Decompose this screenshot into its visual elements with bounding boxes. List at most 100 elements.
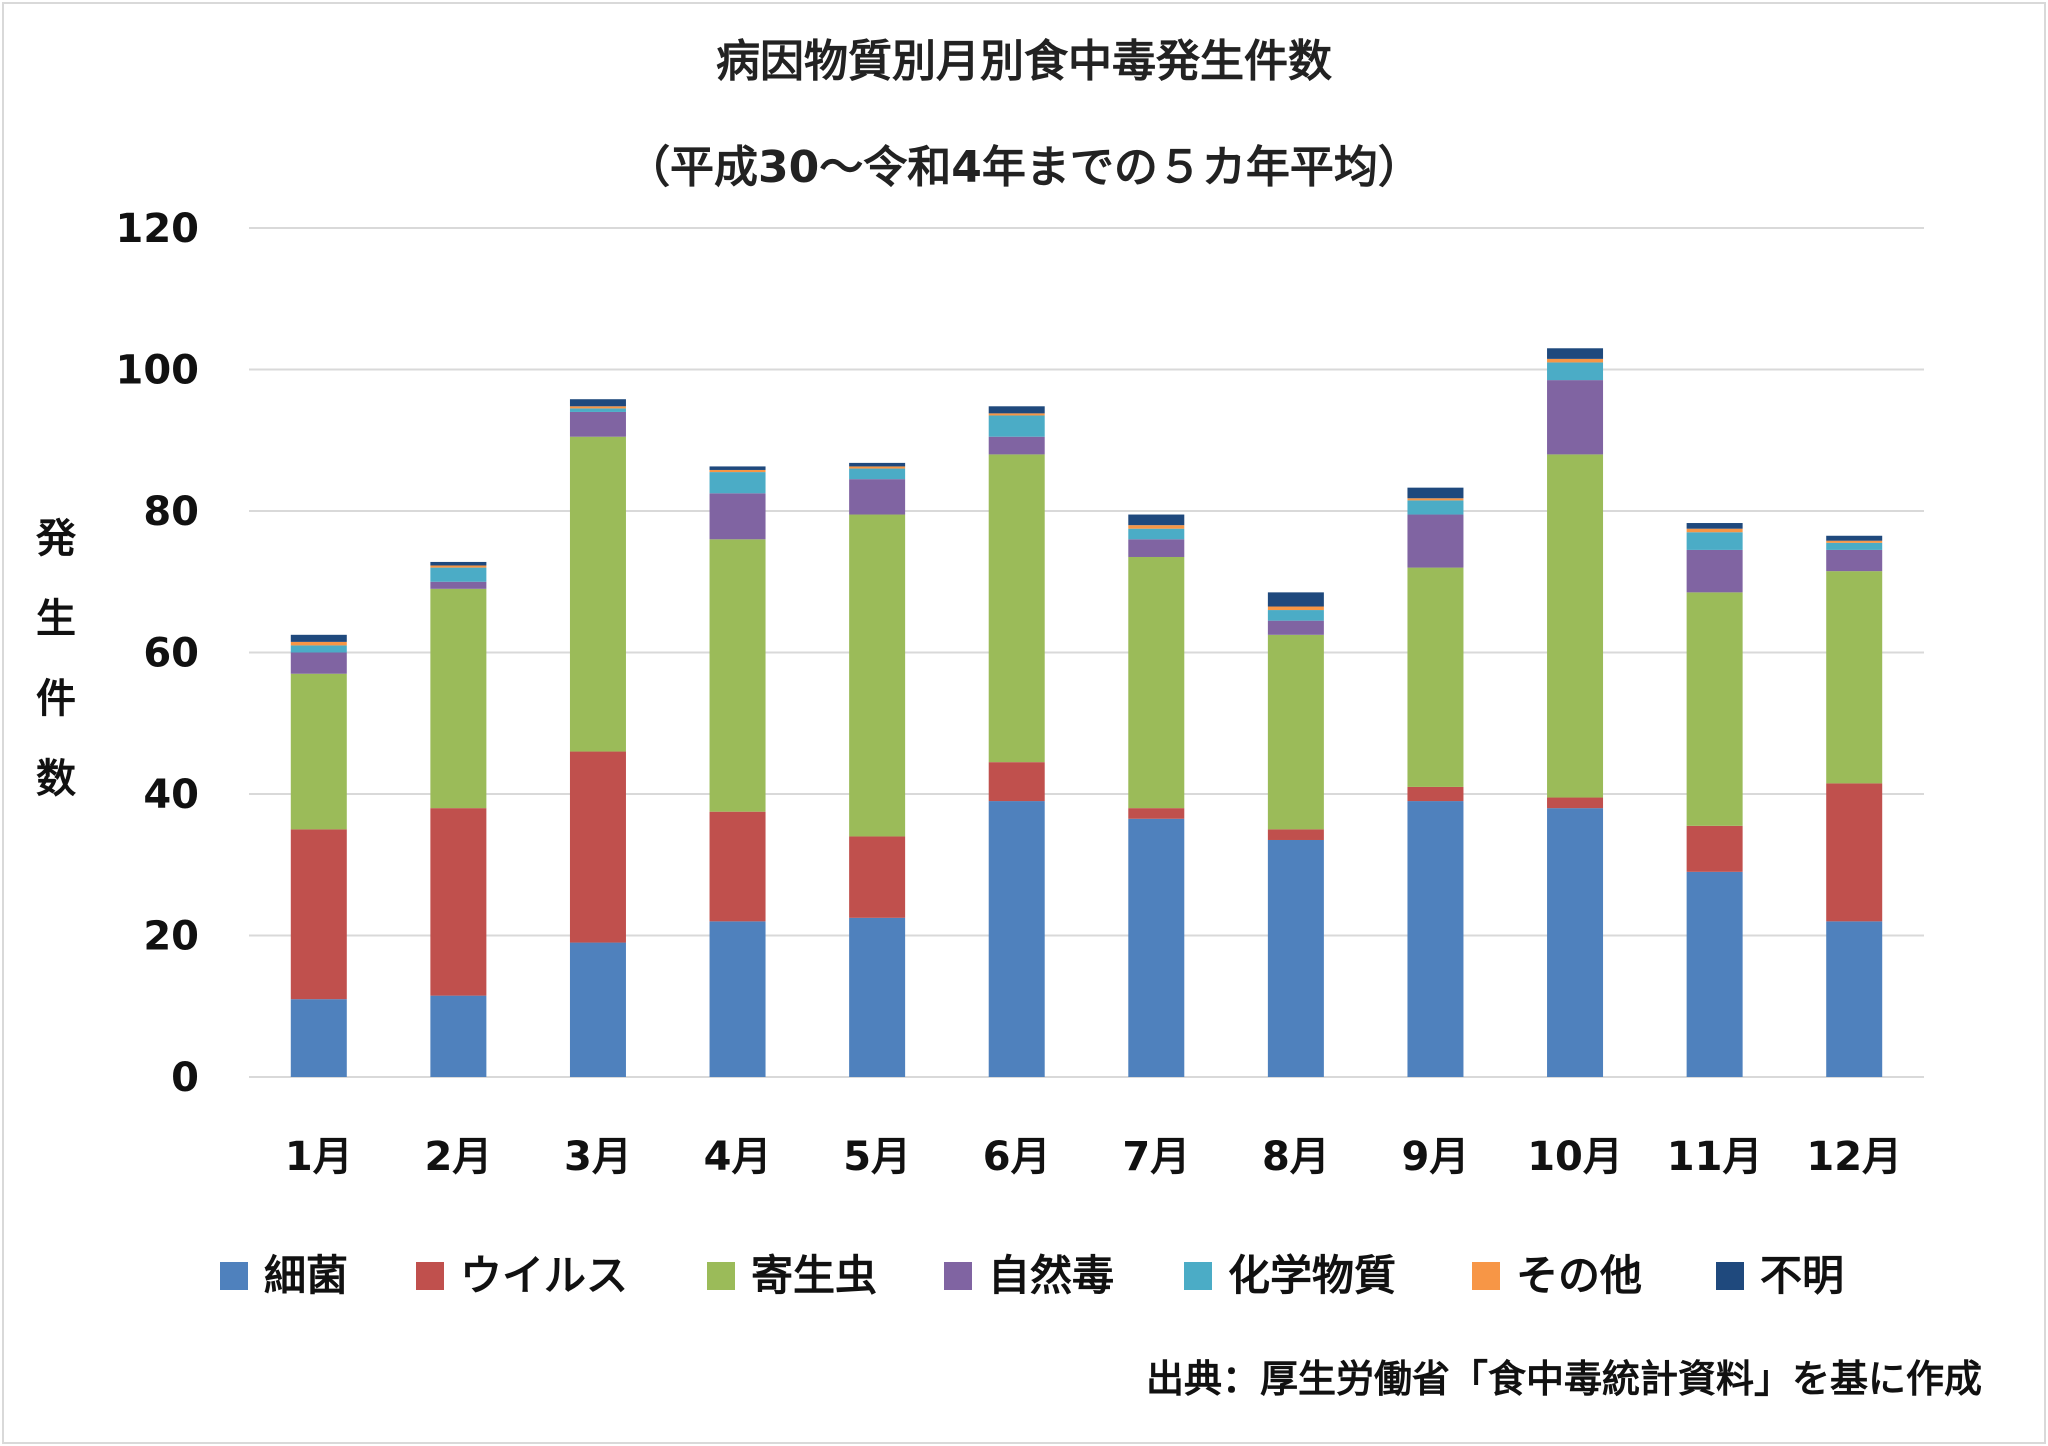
bar-segment-細菌-4月 <box>709 921 766 1077</box>
y-axis-label-char: 数 <box>36 756 76 802</box>
bar-segment-自然毒-1月 <box>290 652 347 674</box>
bar-segment-ウイルス-10月 <box>1547 797 1604 809</box>
bar-segment-細菌-8月 <box>1267 839 1324 1077</box>
y-axis-ticks: 0 20 40 60 80 100 120 <box>116 206 200 1101</box>
bar-segment-寄生虫-8月 <box>1267 634 1324 830</box>
bar-segment-化学物質-6月 <box>988 415 1045 437</box>
bar-segment-ウイルス-1月 <box>290 829 347 1000</box>
bar-segment-自然毒-6月 <box>988 436 1045 455</box>
bar-segment-ウイルス-5月 <box>849 836 906 918</box>
bar-segment-化学物質-2月 <box>430 567 487 582</box>
y-tick-label: 80 <box>143 489 199 535</box>
bar-segment-ウイルス-11月 <box>1686 825 1743 872</box>
bar-segment-その他-12月 <box>1826 540 1883 543</box>
legend-swatch <box>944 1262 972 1290</box>
bar-segment-不明-1月 <box>290 634 347 642</box>
bar-segment-その他-7月 <box>1128 525 1185 529</box>
legend-label: 化学物質 <box>1228 1251 1396 1300</box>
bar-segment-細菌-3月 <box>569 942 626 1077</box>
x-axis-categories: 1月 2月 3月 4月 5月 6月 7月 8月 9月 10月 11月 12月 <box>285 1134 1902 1180</box>
bar-segment-化学物質-3月 <box>569 408 626 412</box>
legend: 細菌 ウイルス 寄生虫 自然毒 化学物質 その他 不明 <box>220 1251 1844 1300</box>
bar-segment-自然毒-8月 <box>1267 620 1324 635</box>
bar-segment-細菌-10月 <box>1547 808 1604 1077</box>
y-tick-label: 100 <box>116 348 200 394</box>
x-category-label: 6月 <box>983 1134 1051 1180</box>
legend-label: 自然毒 <box>988 1251 1114 1300</box>
x-category-label: 11月 <box>1667 1134 1763 1180</box>
legend-label: 細菌 <box>264 1251 348 1300</box>
legend-label: 不明 <box>1760 1251 1844 1300</box>
bar-segment-自然毒-7月 <box>1128 539 1185 557</box>
y-axis-label: 発生件数 <box>36 516 77 802</box>
x-category-label: 2月 <box>424 1134 492 1180</box>
bar-segment-寄生虫-10月 <box>1547 454 1604 798</box>
bar-segment-寄生虫-5月 <box>849 514 906 837</box>
bar-segment-その他-2月 <box>430 565 487 568</box>
bar-segment-不明-12月 <box>1826 535 1883 541</box>
bar-segment-寄生虫-6月 <box>988 454 1045 763</box>
bar-segment-その他-6月 <box>988 413 1045 416</box>
bar-segment-ウイルス-4月 <box>709 811 766 922</box>
x-category-label: 12月 <box>1806 1134 1902 1180</box>
bar-segment-その他-9月 <box>1407 498 1464 501</box>
bar-segment-細菌-9月 <box>1407 801 1464 1077</box>
x-category-label: 10月 <box>1527 1134 1623 1180</box>
x-category-label: 5月 <box>843 1134 911 1180</box>
legend-label: 寄生虫 <box>751 1251 877 1300</box>
bar-segment-その他-4月 <box>709 469 766 473</box>
bar-segment-寄生虫-1月 <box>290 673 347 830</box>
bar-segment-ウイルス-8月 <box>1267 829 1324 840</box>
bar-segment-寄生虫-3月 <box>569 436 626 752</box>
bar-segment-その他-3月 <box>569 406 626 409</box>
gridlines <box>249 227 1924 1078</box>
x-category-label: 8月 <box>1262 1134 1330 1180</box>
y-axis-label-char: 発 <box>36 516 77 562</box>
bar-segment-細菌-6月 <box>988 801 1045 1077</box>
bar-segment-その他-5月 <box>849 466 906 469</box>
bar-segment-その他-10月 <box>1547 358 1604 363</box>
bar-segment-自然毒-10月 <box>1547 380 1604 455</box>
bar-segment-細菌-5月 <box>849 917 906 1077</box>
bar-segment-不明-11月 <box>1686 523 1743 529</box>
bar-segment-化学物質-10月 <box>1547 362 1604 381</box>
x-category-label: 4月 <box>704 1134 772 1180</box>
y-axis-label-char: 件 <box>36 676 76 722</box>
bar-segment-自然毒-2月 <box>430 581 487 589</box>
bar-segment-不明-10月 <box>1547 348 1604 359</box>
legend-swatch <box>220 1262 248 1290</box>
y-tick-label: 20 <box>143 914 199 960</box>
bar-segment-化学物質-8月 <box>1267 610 1324 621</box>
bar-segment-ウイルス-3月 <box>569 751 626 943</box>
x-category-label: 3月 <box>564 1134 632 1180</box>
x-category-label: 1月 <box>285 1134 353 1180</box>
bar-segment-化学物質-1月 <box>290 645 347 653</box>
bar-segment-不明-5月 <box>849 462 906 467</box>
bar-segment-細菌-2月 <box>430 995 487 1077</box>
bar-segment-自然毒-5月 <box>849 479 906 515</box>
bar-segment-自然毒-9月 <box>1407 514 1464 568</box>
bar-segment-寄生虫-12月 <box>1826 571 1883 784</box>
stacked-bar-chart: 病因物質別月別食中毒発生件数 （平成30～令和4年までの５カ年平均） 0 20 40… <box>36 36 1982 1401</box>
legend-swatch <box>1184 1262 1212 1290</box>
y-tick-label: 60 <box>143 631 199 677</box>
bar-segment-化学物質-4月 <box>709 472 766 494</box>
bar-segment-ウイルス-9月 <box>1407 786 1464 802</box>
bar-segment-不明-9月 <box>1407 487 1464 499</box>
bar-segment-ウイルス-7月 <box>1128 808 1185 819</box>
bar-segment-不明-4月 <box>709 466 766 470</box>
chart-subtitle: （平成30～令和4年までの５カ年平均） <box>626 142 1422 193</box>
chart-title: 病因物質別月別食中毒発生件数 <box>716 36 1332 87</box>
y-tick-label: 40 <box>143 772 199 818</box>
bar-segment-寄生虫-2月 <box>430 588 487 809</box>
bar-segment-ウイルス-2月 <box>430 808 487 996</box>
y-tick-label: 120 <box>116 206 200 252</box>
bar-segment-化学物質-12月 <box>1826 542 1883 550</box>
bar-segment-寄生虫-9月 <box>1407 567 1464 787</box>
legend-swatch <box>1716 1262 1744 1290</box>
legend-swatch <box>416 1262 444 1290</box>
bar-segment-化学物質-7月 <box>1128 528 1185 540</box>
y-axis-label-char: 生 <box>36 596 76 642</box>
x-category-label: 9月 <box>1402 1134 1470 1180</box>
bar-segment-自然毒-11月 <box>1686 549 1743 593</box>
